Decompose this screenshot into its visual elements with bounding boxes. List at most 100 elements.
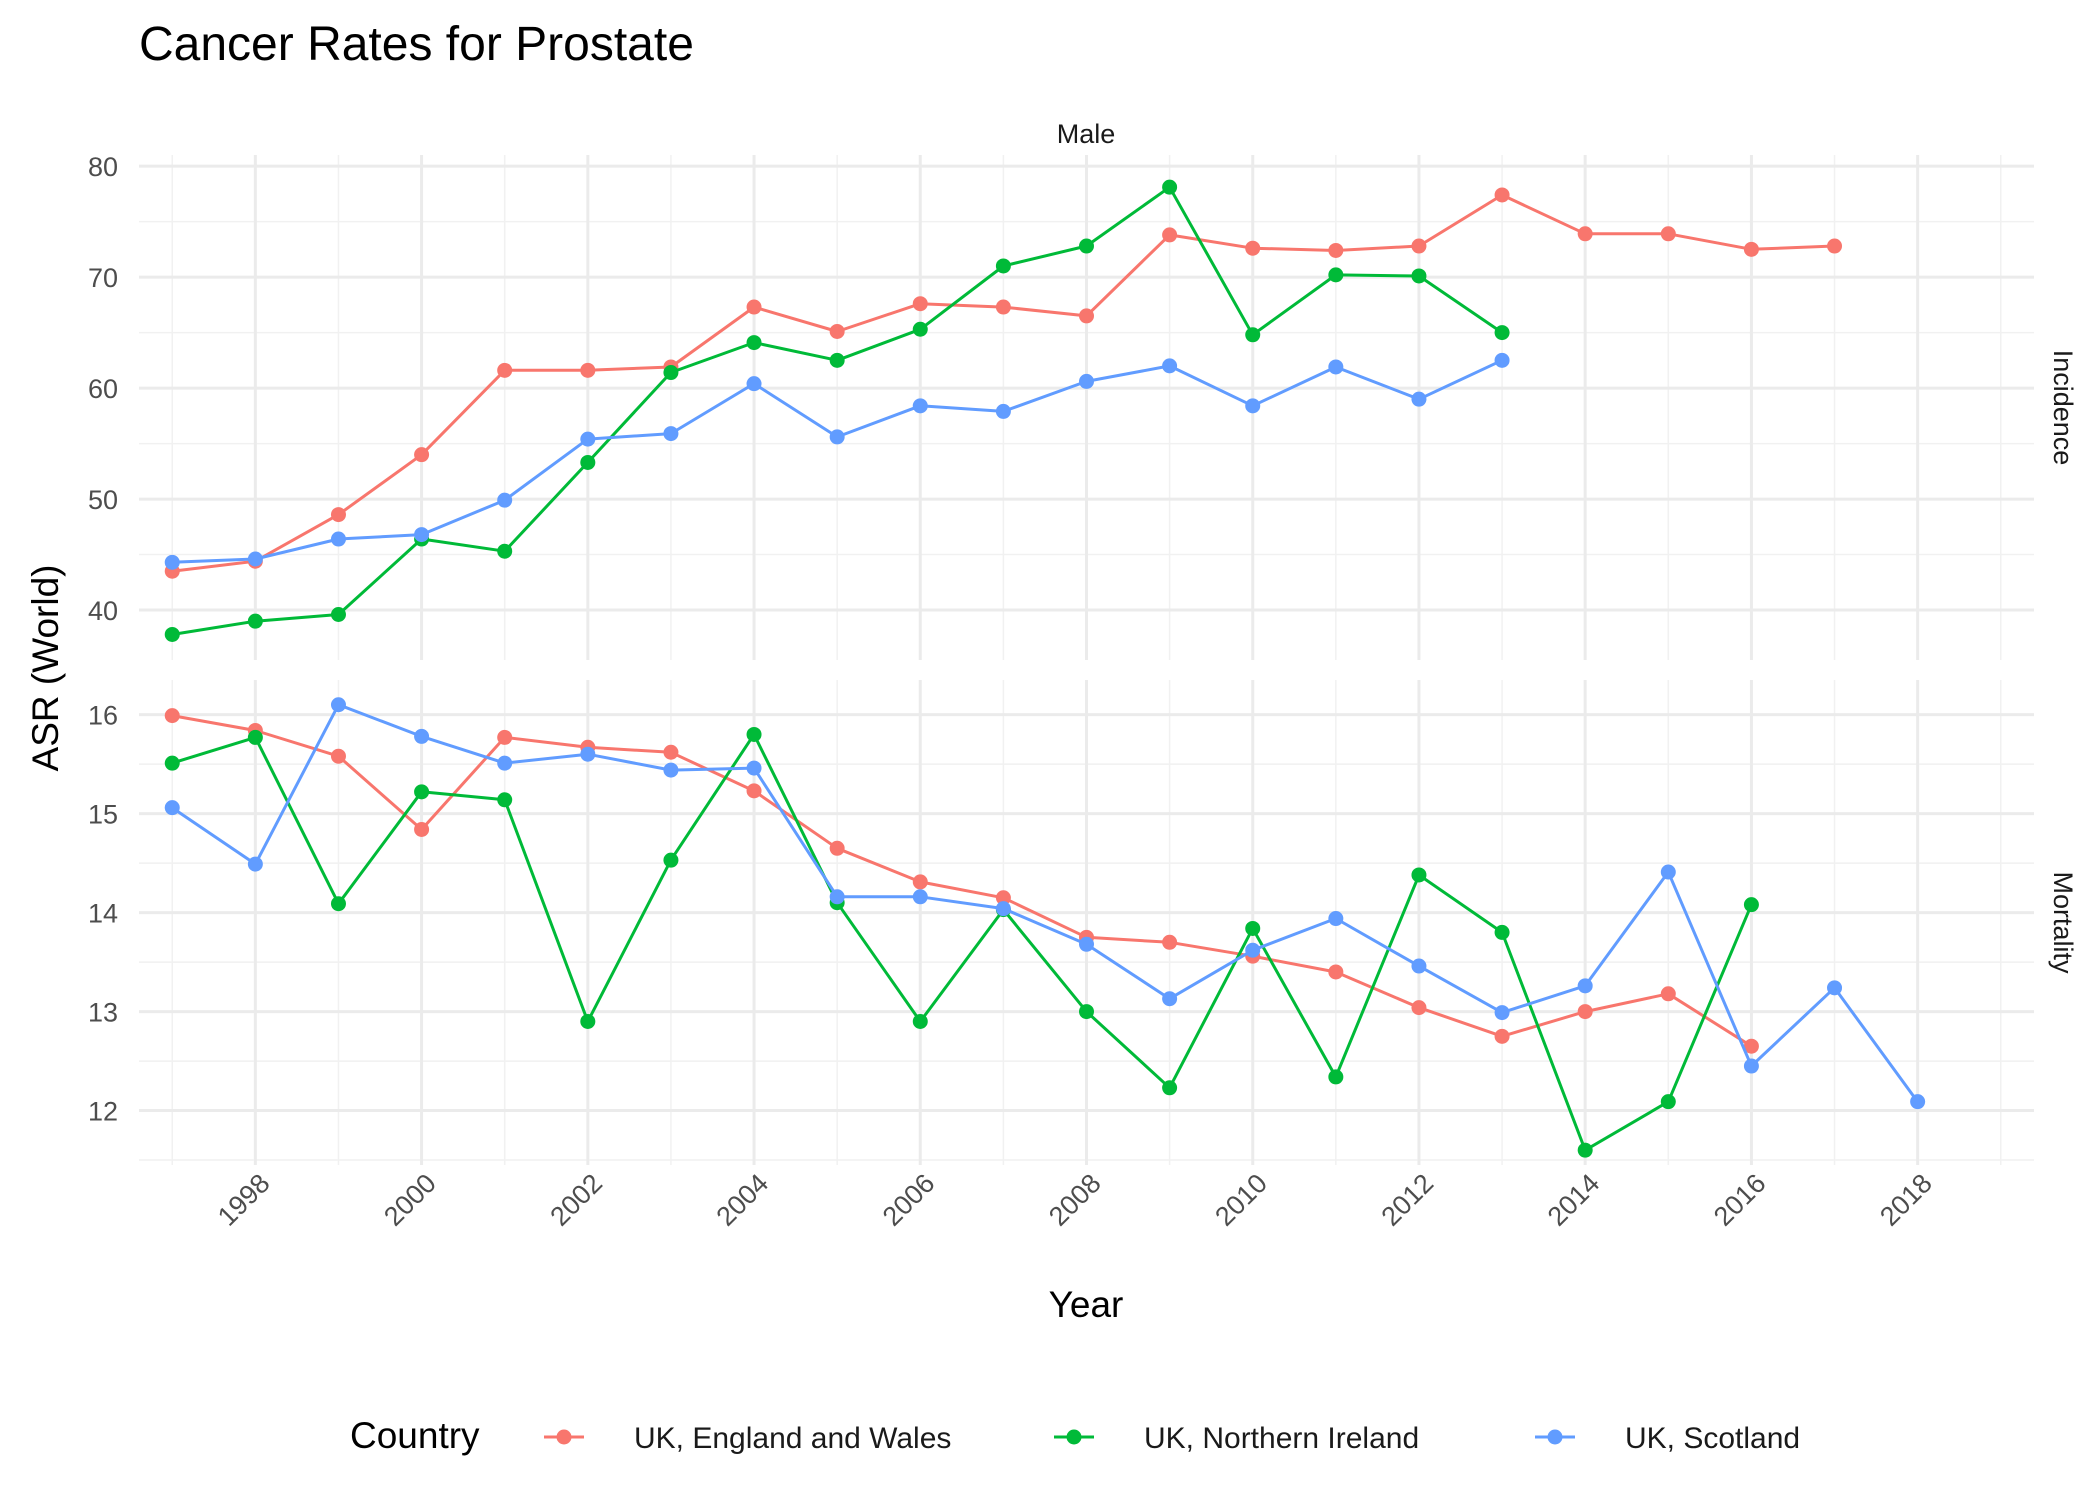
- y-tick-label: 13: [88, 998, 118, 1028]
- x-tick-label: 2006: [877, 1168, 941, 1232]
- data-point-uk-northern-ireland: [164, 755, 180, 771]
- data-point-uk-england-and-wales: [1245, 240, 1261, 256]
- data-point-uk-england-and-wales: [164, 708, 180, 724]
- x-tick-label: 2018: [1874, 1168, 1938, 1232]
- data-point-uk-northern-ireland: [1245, 920, 1261, 936]
- data-point-uk-scotland: [1494, 352, 1510, 368]
- data-point-uk-scotland: [497, 492, 513, 508]
- series-line-uk-england-and-wales: [171, 714, 1753, 1048]
- data-point-uk-england-and-wales: [663, 744, 679, 760]
- panel-mortality: 12 13 14 15 16 Mortality: [88, 680, 2078, 1165]
- data-point-uk-scotland: [663, 426, 679, 442]
- data-point-uk-northern-ireland: [1079, 1004, 1094, 1020]
- facet-strip-mortality: Mortality: [2048, 871, 2078, 974]
- data-point-uk-scotland: [414, 728, 430, 744]
- data-point-uk-england-and-wales: [829, 323, 845, 339]
- x-tick-label: 2016: [1708, 1168, 1772, 1232]
- legend-key-point: [556, 1429, 572, 1445]
- data-point-uk-england-and-wales: [1079, 308, 1094, 324]
- y-tick-label: 12: [88, 1097, 118, 1127]
- data-point-uk-northern-ireland: [1577, 1142, 1593, 1158]
- data-point-uk-scotland: [1743, 1058, 1759, 1074]
- data-point-uk-northern-ireland: [1411, 268, 1427, 284]
- data-point-uk-scotland: [1328, 911, 1344, 927]
- x-tick-label: 2000: [378, 1168, 442, 1232]
- legend-label-uk-northern-ireland: UK, Northern Ireland: [1144, 1422, 1419, 1455]
- data-point-uk-england-and-wales: [1660, 986, 1676, 1002]
- data-point-uk-northern-ireland: [1162, 1080, 1178, 1096]
- facet-strip-incidence: Incidence: [2048, 350, 2078, 466]
- data-point-uk-scotland: [1079, 936, 1094, 952]
- data-point-uk-scotland: [1079, 373, 1094, 389]
- legend-label-uk-scotland: UK, Scotland: [1625, 1422, 1800, 1455]
- data-point-uk-scotland: [995, 901, 1011, 917]
- data-point-uk-england-and-wales: [1328, 964, 1344, 980]
- data-point-uk-scotland: [995, 403, 1011, 419]
- data-point-uk-northern-ireland: [1660, 1094, 1676, 1110]
- data-point-uk-northern-ireland: [330, 896, 346, 912]
- data-point-uk-scotland: [663, 762, 679, 778]
- legend-key-point: [1066, 1429, 1082, 1445]
- data-point-uk-scotland: [746, 760, 762, 776]
- data-point-uk-england-and-wales: [1494, 1028, 1510, 1044]
- x-axis-title: Year: [1049, 1284, 1124, 1325]
- data-point-uk-england-and-wales: [1328, 242, 1344, 258]
- data-point-uk-northern-ireland: [829, 352, 845, 368]
- data-point-uk-northern-ireland: [1494, 325, 1510, 341]
- data-point-uk-scotland: [164, 800, 180, 816]
- data-point-uk-northern-ireland: [164, 626, 180, 642]
- data-point-uk-scotland: [1328, 359, 1344, 375]
- data-point-uk-england-and-wales: [829, 840, 845, 856]
- data-point-uk-scotland: [1245, 942, 1261, 958]
- y-tick-label: 70: [88, 263, 118, 293]
- data-point-uk-northern-ireland: [247, 613, 263, 629]
- series-line-uk-northern-ireland: [171, 732, 1753, 1152]
- y-tick-label: 14: [88, 899, 118, 929]
- legend-label-uk-england-and-wales: UK, England and Wales: [634, 1422, 951, 1455]
- data-point-uk-england-and-wales: [414, 447, 430, 463]
- x-tick-label: 2008: [1043, 1168, 1107, 1232]
- data-point-uk-northern-ireland: [1494, 924, 1510, 940]
- data-point-uk-scotland: [1411, 391, 1427, 407]
- data-point-uk-scotland: [1910, 1094, 1926, 1110]
- data-point-uk-england-and-wales: [1660, 226, 1676, 242]
- data-point-uk-northern-ireland: [414, 784, 430, 800]
- x-tick-label: 2002: [544, 1168, 608, 1232]
- data-point-uk-northern-ireland: [1411, 867, 1427, 883]
- facet-strip-male: Male: [1057, 119, 1116, 149]
- data-point-uk-england-and-wales: [330, 748, 346, 764]
- data-point-uk-england-and-wales: [1162, 934, 1178, 950]
- data-point-uk-northern-ireland: [1328, 1069, 1344, 1085]
- data-point-uk-northern-ireland: [497, 543, 513, 559]
- data-point-uk-england-and-wales: [330, 507, 346, 523]
- data-point-uk-england-and-wales: [1827, 238, 1843, 254]
- data-point-uk-scotland: [1494, 1005, 1510, 1021]
- y-tick-label: 80: [88, 152, 118, 182]
- data-point-uk-scotland: [829, 429, 845, 445]
- data-point-uk-northern-ireland: [1162, 179, 1178, 195]
- data-point-uk-northern-ireland: [663, 852, 679, 868]
- data-point-uk-england-and-wales: [1743, 241, 1759, 257]
- data-point-uk-england-and-wales: [1743, 1038, 1759, 1054]
- data-point-uk-england-and-wales: [912, 296, 928, 312]
- legend: Country UK, England and Wales UK, Norther…: [350, 1415, 1800, 1456]
- data-point-uk-northern-ireland: [1079, 238, 1094, 254]
- data-point-uk-scotland: [912, 398, 928, 414]
- data-point-uk-northern-ireland: [1328, 267, 1344, 283]
- y-tick-label: 15: [88, 800, 118, 830]
- data-point-uk-scotland: [580, 746, 596, 762]
- data-point-uk-scotland: [1245, 398, 1261, 414]
- data-point-uk-scotland: [1411, 958, 1427, 974]
- data-point-uk-england-and-wales: [746, 783, 762, 799]
- data-point-uk-northern-ireland: [1743, 897, 1759, 913]
- data-point-uk-scotland: [746, 376, 762, 392]
- x-tick-label: 2014: [1542, 1168, 1606, 1232]
- panel-incidence: 40 50 60 70 80 Incidence: [88, 152, 2078, 660]
- data-point-uk-scotland: [829, 889, 845, 905]
- data-point-uk-northern-ireland: [580, 454, 596, 470]
- data-point-uk-northern-ireland: [912, 1013, 928, 1029]
- data-point-uk-scotland: [1162, 991, 1178, 1007]
- data-point-uk-england-and-wales: [580, 362, 596, 378]
- data-point-uk-england-and-wales: [414, 821, 430, 837]
